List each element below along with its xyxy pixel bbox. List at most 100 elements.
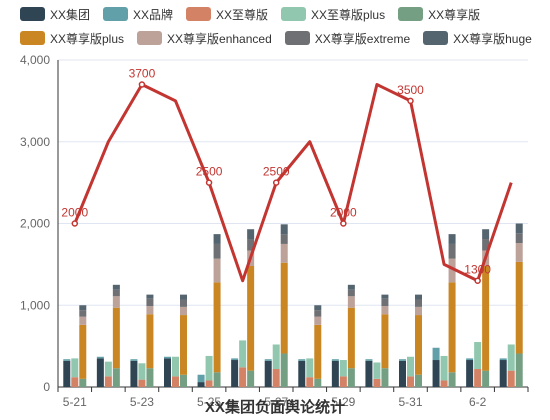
bar-segment[interactable] xyxy=(448,258,456,283)
bar-segment[interactable] xyxy=(280,262,288,354)
bar-segment[interactable] xyxy=(381,294,389,299)
bar-segment[interactable] xyxy=(314,305,322,311)
bar-segment[interactable] xyxy=(130,360,138,387)
bar-segment[interactable] xyxy=(448,243,456,259)
bar-segment[interactable] xyxy=(104,361,112,377)
bar-segment[interactable] xyxy=(247,370,255,387)
bar-segment[interactable] xyxy=(213,234,221,244)
bar-segment[interactable] xyxy=(515,243,523,262)
bar-segment[interactable] xyxy=(347,296,355,308)
bar-segment[interactable] xyxy=(499,360,507,387)
bar-segment[interactable] xyxy=(280,224,288,235)
bar-segment[interactable] xyxy=(213,372,221,387)
bar-segment[interactable] xyxy=(482,229,490,240)
bar-segment[interactable] xyxy=(79,305,87,311)
line-point[interactable] xyxy=(205,179,213,186)
bar-segment[interactable] xyxy=(213,243,221,259)
bar-segment[interactable] xyxy=(264,360,272,387)
bar-segment[interactable] xyxy=(306,377,314,387)
legend-item[interactable]: XX尊享版enhanced xyxy=(137,30,272,47)
bar-segment[interactable] xyxy=(247,229,255,240)
bar-segment[interactable] xyxy=(172,376,179,387)
bar-segment[interactable] xyxy=(138,379,146,387)
bar-segment[interactable] xyxy=(180,315,187,375)
bar-segment[interactable] xyxy=(96,356,104,359)
bar-segment[interactable] xyxy=(104,376,112,387)
bar-segment[interactable] xyxy=(373,362,381,379)
bar-segment[interactable] xyxy=(146,298,154,307)
bar-segment[interactable] xyxy=(415,306,422,316)
bar-segment[interactable] xyxy=(365,360,373,387)
bar-segment[interactable] xyxy=(164,358,171,387)
bar-segment[interactable] xyxy=(112,284,120,290)
bar-segment[interactable] xyxy=(466,358,474,361)
bar-segment[interactable] xyxy=(306,358,314,378)
bar-segment[interactable] xyxy=(339,360,347,377)
bar-segment[interactable] xyxy=(347,284,355,290)
bar-segment[interactable] xyxy=(432,347,440,361)
bar-segment[interactable] xyxy=(146,294,154,299)
bar-segment[interactable] xyxy=(314,324,322,379)
bar-segment[interactable] xyxy=(432,360,440,387)
bar-segment[interactable] xyxy=(205,380,213,387)
bar-segment[interactable] xyxy=(482,239,490,251)
bar-segment[interactable] xyxy=(415,374,422,387)
bar-segment[interactable] xyxy=(280,234,288,244)
bar-segment[interactable] xyxy=(264,359,272,361)
bar-segment[interactable] xyxy=(365,359,373,361)
bar-segment[interactable] xyxy=(280,353,288,387)
bar-segment[interactable] xyxy=(180,306,187,316)
legend-item[interactable]: XX尊享版 xyxy=(398,6,480,23)
bar-segment[interactable] xyxy=(79,378,87,387)
line-point[interactable] xyxy=(272,179,280,186)
bar-segment[interactable] xyxy=(79,310,87,317)
bar-segment[interactable] xyxy=(407,376,414,387)
bar-segment[interactable] xyxy=(164,356,171,359)
bar-segment[interactable] xyxy=(213,258,221,283)
bar-segment[interactable] xyxy=(373,378,381,387)
bar-segment[interactable] xyxy=(79,324,87,379)
bar-segment[interactable] xyxy=(146,368,154,387)
bar-segment[interactable] xyxy=(515,353,523,387)
bar-segment[interactable] xyxy=(314,316,322,325)
bar-segment[interactable] xyxy=(415,315,422,375)
bar-segment[interactable] xyxy=(440,355,448,381)
legend-item[interactable]: XX尊享版huge xyxy=(423,30,532,47)
bar-segment[interactable] xyxy=(71,377,79,387)
bar-segment[interactable] xyxy=(515,223,523,234)
bar-segment[interactable] xyxy=(231,358,239,361)
bar-segment[interactable] xyxy=(515,233,523,244)
bar-segment[interactable] xyxy=(415,294,422,300)
line-point[interactable] xyxy=(71,220,79,227)
bar-segment[interactable] xyxy=(347,289,355,297)
bar-segment[interactable] xyxy=(146,314,154,369)
bar-segment[interactable] xyxy=(280,243,288,263)
bar-segment[interactable] xyxy=(482,266,490,371)
bar-segment[interactable] xyxy=(231,360,239,387)
bar-segment[interactable] xyxy=(298,360,306,387)
bar-segment[interactable] xyxy=(79,316,87,325)
legend-item[interactable]: XX尊享版plus xyxy=(20,30,124,47)
bar-segment[interactable] xyxy=(180,374,187,387)
bar-segment[interactable] xyxy=(112,368,120,387)
bar-segment[interactable] xyxy=(63,360,71,387)
bar-segment[interactable] xyxy=(381,368,389,387)
bar-segment[interactable] xyxy=(197,374,205,383)
bar-segment[interactable] xyxy=(213,282,221,373)
bar-segment[interactable] xyxy=(130,359,138,361)
legend-item[interactable]: XX尊享版extreme xyxy=(284,30,410,47)
bar-segment[interactable] xyxy=(146,306,154,315)
bar-segment[interactable] xyxy=(415,299,422,307)
bar-segment[interactable] xyxy=(331,360,339,387)
legend-item[interactable]: XX集团 xyxy=(20,6,90,23)
bar-segment[interactable] xyxy=(448,372,456,387)
bar-segment[interactable] xyxy=(448,234,456,244)
bar-segment[interactable] xyxy=(272,369,280,387)
bar-segment[interactable] xyxy=(339,376,347,387)
bar-segment[interactable] xyxy=(314,378,322,387)
bar-segment[interactable] xyxy=(381,298,389,307)
bar-segment[interactable] xyxy=(482,370,490,387)
bar-segment[interactable] xyxy=(381,306,389,315)
bar-segment[interactable] xyxy=(331,359,339,361)
bar-segment[interactable] xyxy=(466,360,474,387)
